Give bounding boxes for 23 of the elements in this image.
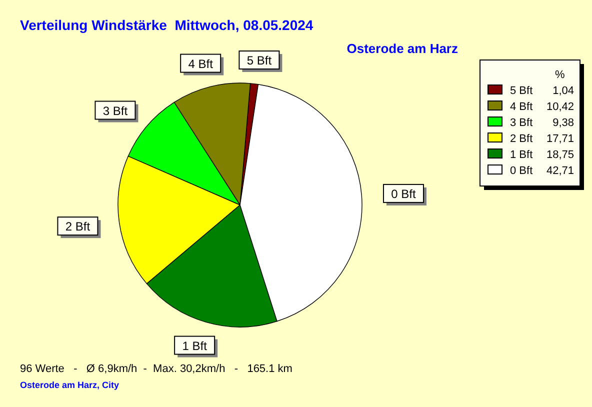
chart-title: Verteilung Windstärke Mittwoch, 08.05.2024 <box>20 17 314 33</box>
legend-label: 0 Bft <box>510 165 533 177</box>
legend-title: % <box>555 69 565 81</box>
slice-label: 0 Bft <box>391 186 416 201</box>
data-label: 10,42 <box>546 101 574 113</box>
slice-label: 2 Bft <box>65 220 91 234</box>
legend-label: 4 Bft <box>510 101 533 113</box>
text: 96 Werte - Ø 6,9km/h - Max. 30,2km/h - 165.1 km <box>20 363 292 375</box>
data-label: 9,38 <box>552 117 574 129</box>
legend-label: 1 Bft <box>510 149 533 161</box>
legend-label: 5 Bft <box>510 85 533 97</box>
data-label: 42,71 <box>546 165 574 177</box>
slice-label: 3 Bft <box>102 104 128 118</box>
legend-label: 2 Bft <box>510 133 533 145</box>
data-label: 18,75 <box>546 149 574 161</box>
data-label: 1,04 <box>552 85 574 97</box>
slice-label: 1 Bft <box>182 338 208 353</box>
legend-label: 3 Bft <box>510 117 533 129</box>
data-label: 17,71 <box>546 133 574 145</box>
slice-label: 4 Bft <box>188 56 214 71</box>
chart-subtitle: Osterode am Harz <box>346 41 458 56</box>
slice-label: 5 Bft <box>246 54 272 68</box>
text: Osterode am Harz, City <box>20 380 120 390</box>
